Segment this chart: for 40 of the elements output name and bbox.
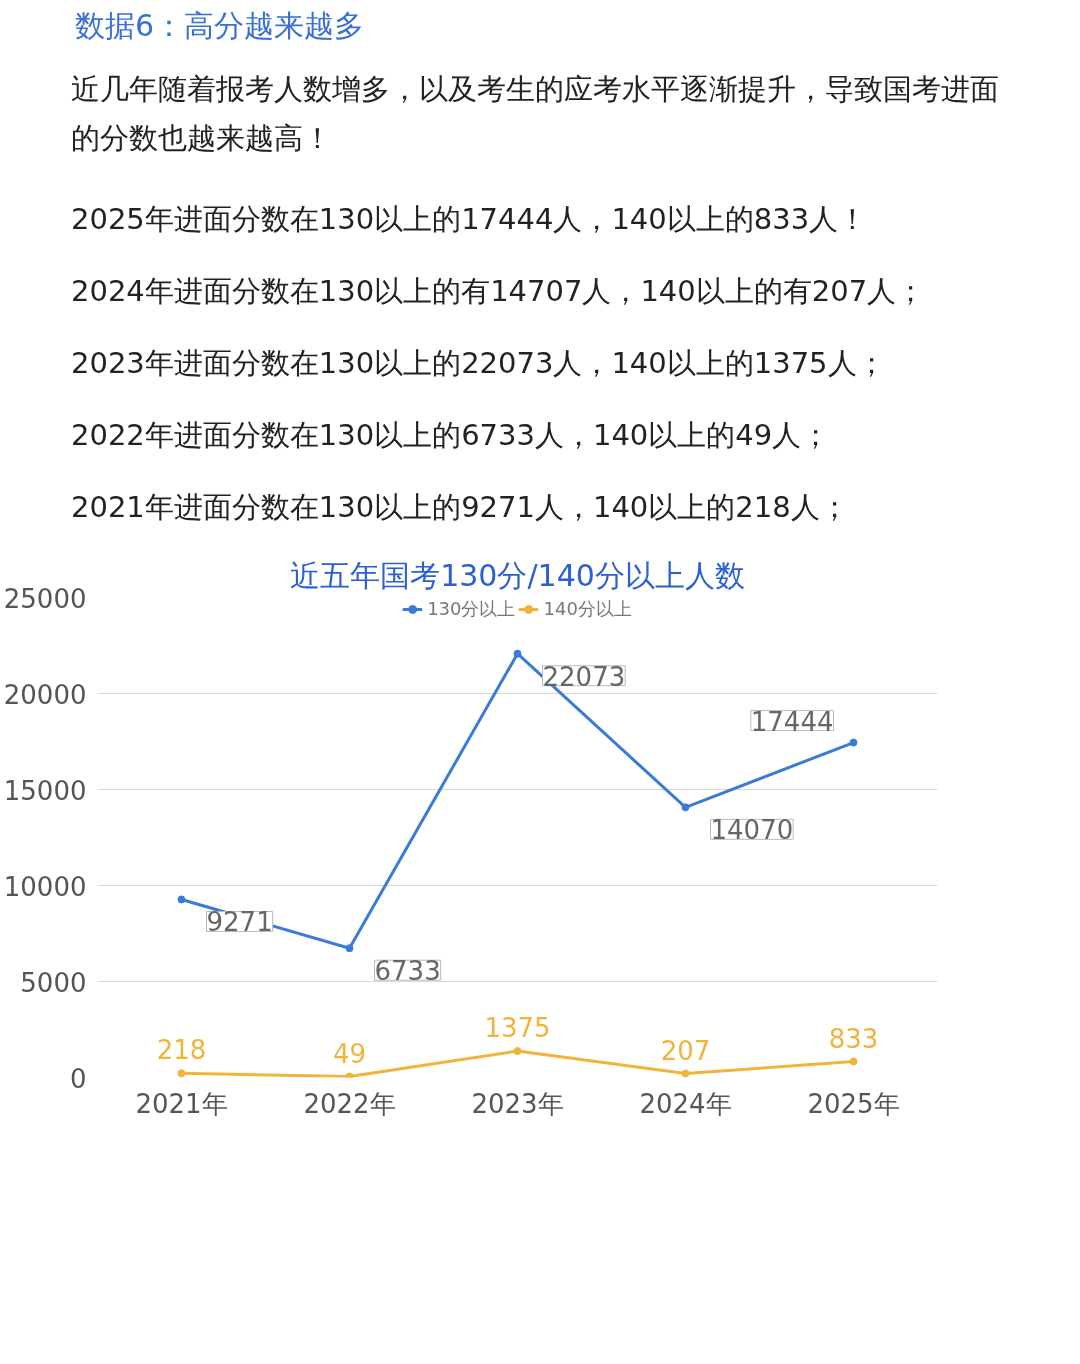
legend-label: 130分以上 [427,597,516,621]
y-tick-label: 10000 [3,871,87,902]
data-label: 14070 [710,815,794,846]
y-tick-label: 25000 [3,583,87,614]
point [849,738,858,747]
data-label: 9271 [206,907,273,938]
point [177,1069,186,1078]
data-label: 218 [156,1035,207,1066]
chart-title: 近五年国考130分/140分以上人数 [290,557,745,593]
data-label: 6733 [374,956,441,987]
y-tick-label: 5000 [20,967,87,998]
text: 2022年进面分数在130以上的6733人，140以上的49人； [71,417,831,454]
x-tick-label: 2024年 [639,1088,732,1119]
data-label: 833 [828,1023,879,1054]
y-tick-label: 0 [69,1063,87,1094]
data-label: 17444 [750,706,834,737]
text: 近几年随着报考人数增多，以及考生的应考水平逐渐提升，导致国考进面的分数也越来越高！ [71,71,1000,158]
text: 2024年进面分数在130以上的有14707人，140以上的有207人； [71,273,926,310]
point [345,944,354,953]
point [681,803,690,812]
point [177,895,186,904]
point [849,1057,858,1066]
x-tick-label: 2021年 [135,1088,228,1119]
point [513,649,522,658]
text: 2023年进面分数在130以上的22073人，140以上的1375人； [71,345,886,382]
data-label: 1375 [484,1013,551,1044]
x-tick-label: 2022年 [303,1088,396,1119]
data-label: 207 [660,1035,711,1066]
data-label: 22073 [542,661,626,692]
y-tick-label: 15000 [3,775,87,806]
point [681,1069,690,1078]
y-tick-label: 20000 [3,679,87,710]
x-tick-label: 2025年 [807,1088,900,1119]
point [513,1047,522,1056]
text: 数据6：高分越来越多 [75,7,365,45]
legend-label: 140分以上 [543,597,632,621]
data-label: 49 [332,1038,367,1069]
text: 2025年进面分数在130以上的17444人，140以上的833人！ [71,201,868,238]
text: 2021年进面分数在130以上的9271人，140以上的218人； [71,489,849,526]
x-tick-label: 2023年 [471,1088,564,1119]
